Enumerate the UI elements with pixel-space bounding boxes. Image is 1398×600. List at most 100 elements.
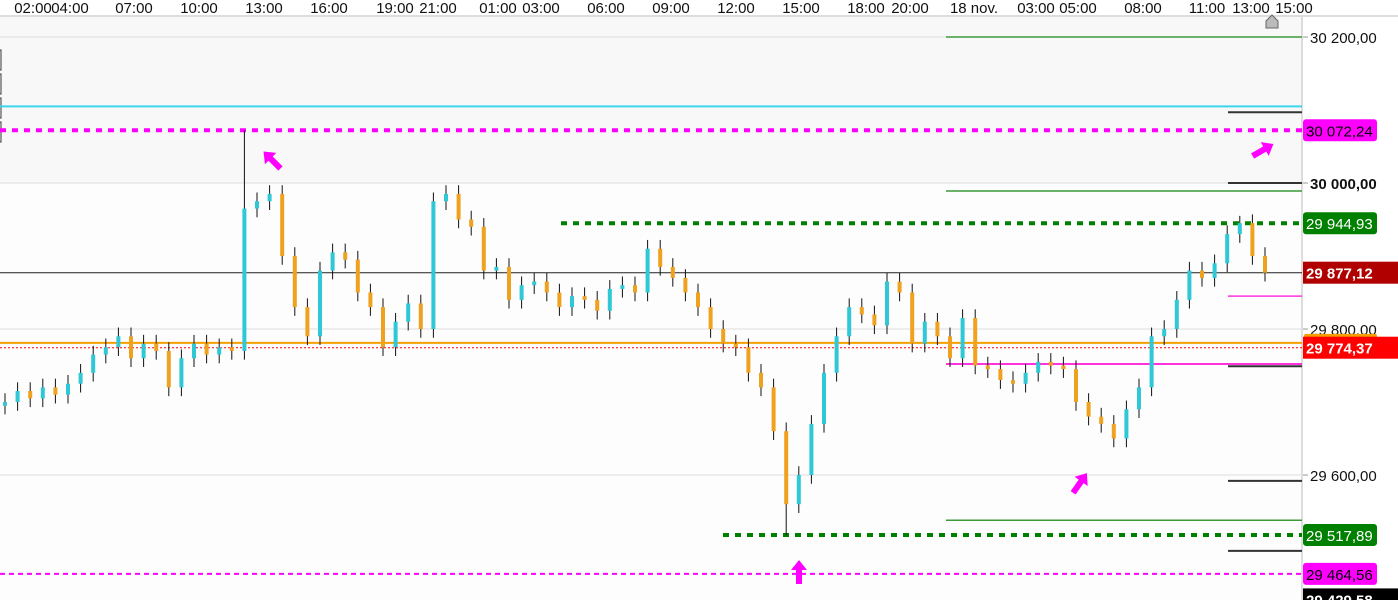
candle-body — [444, 193, 448, 202]
time-label: 06:00 — [587, 0, 625, 17]
candle-body — [822, 372, 826, 424]
candle-body — [343, 252, 348, 260]
time-label: 08:00 — [1124, 0, 1162, 17]
bracket-marker — [0, 73, 2, 95]
candle-body — [519, 285, 524, 300]
candle-body — [141, 343, 146, 359]
candle-body — [922, 321, 927, 344]
price-tick-label: 30 200,00 — [1310, 30, 1377, 47]
arrow-icon — [263, 151, 283, 171]
candle-body — [1061, 365, 1066, 370]
candle-body — [456, 193, 461, 220]
time-label: 13:00 — [1232, 0, 1270, 17]
time-label: 21:00 — [419, 0, 457, 17]
candle-body — [696, 292, 700, 308]
candle-body — [759, 372, 763, 388]
price-tick-label: 30 000,00 — [1310, 176, 1377, 193]
candle-body — [1250, 223, 1255, 256]
candle-body — [368, 292, 373, 308]
low-level-label: 29 464,56 — [1306, 567, 1373, 584]
time-label: 02:00 — [14, 0, 52, 17]
candle-body — [1124, 409, 1129, 439]
candle-body — [620, 285, 625, 289]
candle-body — [557, 292, 562, 308]
candle-body — [3, 402, 7, 406]
candle-body — [292, 256, 297, 308]
time-label: 18:00 — [847, 0, 885, 17]
candle-body — [204, 343, 209, 355]
candle-body — [645, 248, 650, 293]
candle-body — [1174, 299, 1179, 329]
time-label: 18 nov. — [950, 0, 998, 17]
candle-body — [973, 318, 978, 366]
candle-body — [154, 343, 159, 351]
candle-body — [305, 307, 310, 337]
candle-body — [40, 387, 45, 399]
low-level-tag — [1303, 562, 1377, 585]
candle-body — [1074, 369, 1078, 402]
candle-body — [418, 303, 423, 329]
candle-body — [885, 281, 889, 326]
candle-body — [78, 372, 83, 384]
resistance-level-label: 29 944,93 — [1306, 216, 1373, 233]
time-label: 03:00 — [522, 0, 560, 17]
candle-body — [28, 391, 33, 399]
time-label: 11:00 — [1189, 0, 1225, 17]
support-level-tag — [1303, 523, 1377, 546]
candle-body — [595, 299, 600, 311]
candle-body — [217, 347, 222, 355]
arrow-icon — [791, 560, 807, 584]
candle-body — [1023, 372, 1028, 384]
candle-body — [280, 193, 285, 256]
time-label: 01:00 — [479, 0, 517, 17]
candle-body — [859, 307, 864, 315]
candle-body — [318, 270, 322, 337]
candle-body — [658, 248, 663, 267]
time-label: 13:00 — [245, 0, 283, 17]
candle-body — [381, 307, 385, 348]
current-price-tag — [1303, 261, 1398, 284]
time-label: 15:00 — [782, 0, 820, 17]
candle-body — [469, 219, 474, 227]
scroll-home-icon[interactable] — [1265, 14, 1279, 29]
candle-body — [229, 347, 234, 351]
candle-body — [771, 387, 776, 432]
high-level-tag — [1303, 119, 1377, 142]
time-label: 03:00 — [1017, 0, 1055, 17]
bracket-marker — [0, 49, 2, 71]
price-tick-label: 29 600,00 — [1310, 468, 1377, 485]
time-label: 16:00 — [310, 0, 348, 17]
candle-body — [532, 281, 537, 286]
candle-body — [53, 387, 58, 395]
candle-body — [66, 383, 70, 395]
candle-body — [607, 288, 612, 311]
candle-body — [960, 318, 965, 359]
candle-body — [406, 303, 411, 322]
candle-body — [670, 266, 675, 278]
candle-body — [570, 296, 574, 308]
candle-body — [1237, 223, 1242, 235]
candle-body — [355, 259, 360, 293]
candle-body — [330, 252, 335, 271]
bottom-level-tag — [1303, 588, 1398, 600]
candle-body — [166, 350, 171, 388]
high-level-label: 30 072,24 — [1306, 123, 1373, 140]
time-label: 05:00 — [1059, 0, 1097, 17]
candle-body — [1048, 361, 1053, 366]
candle-body — [1263, 256, 1267, 273]
candle-body — [1111, 423, 1116, 439]
lower-zone — [0, 183, 1302, 600]
candle-body — [1212, 263, 1217, 278]
candle-body — [733, 343, 738, 348]
candle-body — [784, 431, 789, 505]
bracket-marker — [0, 97, 2, 119]
candle-body — [809, 423, 814, 475]
candle-body — [708, 307, 713, 329]
candle-body — [948, 336, 952, 359]
candle-body — [1149, 336, 1154, 388]
time-label: 07:00 — [115, 0, 153, 17]
candle-body — [481, 226, 486, 271]
candle-body — [15, 391, 20, 402]
